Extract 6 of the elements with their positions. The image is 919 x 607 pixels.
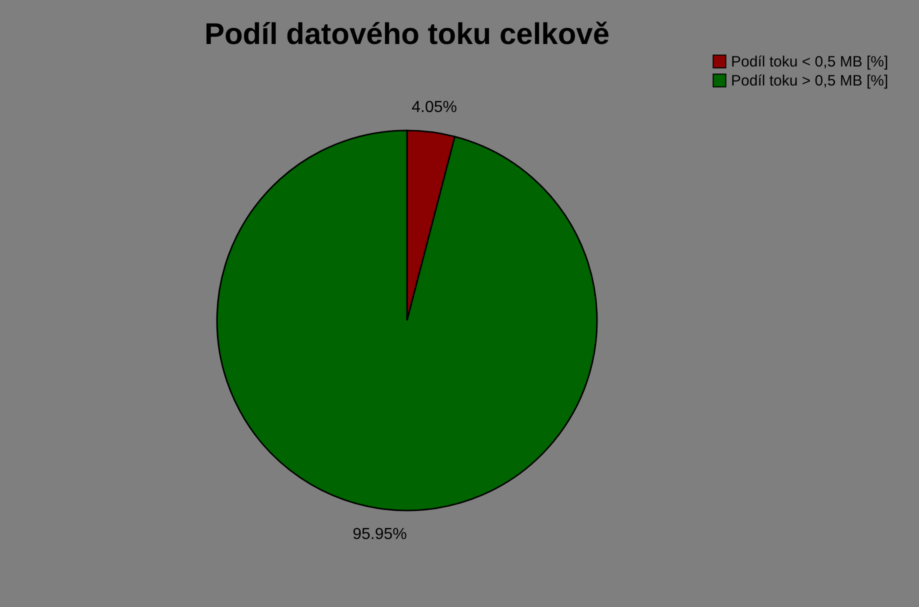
legend-label: Podíl toku < 0,5 MB [%] <box>731 54 888 70</box>
pie-slice <box>216 130 598 511</box>
data-label: 95.95% <box>352 526 407 543</box>
data-label: 4.05% <box>412 99 457 116</box>
legend-label: Podíl toku > 0,5 MB [%] <box>731 72 888 90</box>
chart-title: Podíl datového toku celkově <box>204 18 610 51</box>
